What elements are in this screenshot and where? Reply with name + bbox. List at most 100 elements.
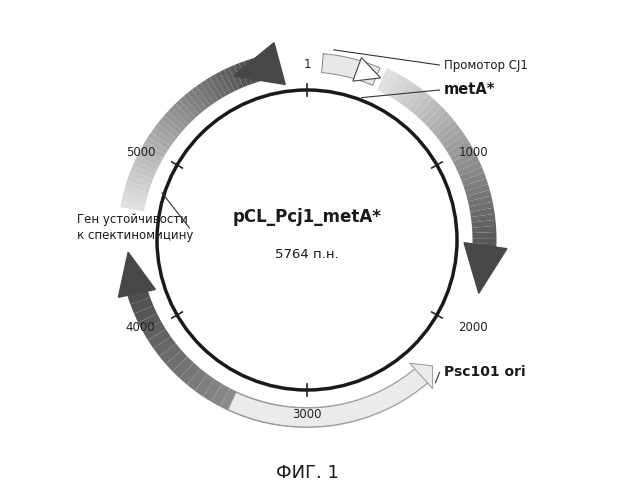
Polygon shape xyxy=(151,128,173,146)
Polygon shape xyxy=(383,385,401,407)
Polygon shape xyxy=(448,140,471,157)
Polygon shape xyxy=(180,362,200,384)
Polygon shape xyxy=(421,102,442,124)
Polygon shape xyxy=(417,98,437,120)
Polygon shape xyxy=(435,120,457,140)
Polygon shape xyxy=(410,364,433,388)
Polygon shape xyxy=(161,116,182,134)
Polygon shape xyxy=(187,368,207,391)
Polygon shape xyxy=(214,72,231,96)
Polygon shape xyxy=(453,150,477,166)
Polygon shape xyxy=(455,156,479,172)
Text: Psc101 ori: Psc101 ori xyxy=(444,366,525,380)
Polygon shape xyxy=(472,244,497,250)
Polygon shape xyxy=(398,375,417,398)
Polygon shape xyxy=(468,196,493,206)
Polygon shape xyxy=(391,77,408,100)
Polygon shape xyxy=(341,402,355,424)
Polygon shape xyxy=(353,58,381,81)
Polygon shape xyxy=(220,388,238,411)
Text: pCL_Pcj1_metA*: pCL_Pcj1_metA* xyxy=(232,208,381,226)
Polygon shape xyxy=(164,112,185,131)
Polygon shape xyxy=(138,314,161,332)
Polygon shape xyxy=(470,208,495,217)
Polygon shape xyxy=(405,370,425,392)
Polygon shape xyxy=(464,178,488,191)
Polygon shape xyxy=(247,398,263,421)
Polygon shape xyxy=(137,151,161,166)
Polygon shape xyxy=(471,260,495,266)
Text: 5764 п.н.: 5764 п.н. xyxy=(275,248,339,262)
Polygon shape xyxy=(450,145,474,162)
Polygon shape xyxy=(127,176,151,188)
Text: 1000: 1000 xyxy=(459,146,488,159)
Polygon shape xyxy=(413,94,433,116)
Polygon shape xyxy=(471,220,496,228)
Polygon shape xyxy=(187,90,207,112)
Polygon shape xyxy=(400,84,419,106)
Polygon shape xyxy=(135,156,158,170)
Polygon shape xyxy=(148,329,171,348)
Polygon shape xyxy=(145,137,168,154)
Polygon shape xyxy=(140,146,163,162)
Polygon shape xyxy=(386,74,403,98)
Polygon shape xyxy=(131,298,153,314)
Text: 5000: 5000 xyxy=(126,146,155,159)
Polygon shape xyxy=(142,142,166,158)
Polygon shape xyxy=(128,289,150,304)
Polygon shape xyxy=(118,252,155,298)
Text: metA*: metA* xyxy=(444,82,495,98)
Polygon shape xyxy=(462,172,486,186)
Polygon shape xyxy=(350,399,365,422)
Polygon shape xyxy=(133,160,156,175)
Polygon shape xyxy=(131,166,155,179)
Polygon shape xyxy=(404,87,423,110)
Polygon shape xyxy=(395,80,413,103)
Polygon shape xyxy=(442,130,464,148)
Polygon shape xyxy=(244,60,256,84)
Polygon shape xyxy=(254,57,264,81)
Text: Ген устойчивости: Ген устойчивости xyxy=(77,214,188,226)
Polygon shape xyxy=(472,249,497,256)
Polygon shape xyxy=(157,120,179,139)
Polygon shape xyxy=(471,214,495,222)
Polygon shape xyxy=(444,135,468,152)
Text: 4000: 4000 xyxy=(126,321,155,334)
Polygon shape xyxy=(409,90,428,112)
Polygon shape xyxy=(210,74,226,98)
Polygon shape xyxy=(159,344,182,364)
Polygon shape xyxy=(471,254,496,262)
Polygon shape xyxy=(180,96,199,117)
Polygon shape xyxy=(229,65,243,89)
Text: к спектиномицину: к спектиномицину xyxy=(77,230,193,242)
Polygon shape xyxy=(377,68,393,92)
Polygon shape xyxy=(412,364,433,386)
Polygon shape xyxy=(276,404,289,427)
Polygon shape xyxy=(323,405,336,427)
Polygon shape xyxy=(286,406,297,427)
Polygon shape xyxy=(431,116,454,136)
Polygon shape xyxy=(249,58,261,82)
Polygon shape xyxy=(306,407,316,428)
Polygon shape xyxy=(375,389,392,412)
Polygon shape xyxy=(184,93,203,114)
Polygon shape xyxy=(123,274,145,285)
Polygon shape xyxy=(390,380,409,403)
Polygon shape xyxy=(267,403,279,425)
Polygon shape xyxy=(332,404,345,426)
Polygon shape xyxy=(224,68,239,91)
Polygon shape xyxy=(148,132,171,150)
Polygon shape xyxy=(464,242,507,293)
Text: 1: 1 xyxy=(303,58,311,71)
Polygon shape xyxy=(173,356,194,378)
Polygon shape xyxy=(234,63,248,88)
Polygon shape xyxy=(439,125,461,144)
Polygon shape xyxy=(321,54,380,86)
Polygon shape xyxy=(175,100,196,121)
Polygon shape xyxy=(257,401,271,423)
Polygon shape xyxy=(154,124,176,142)
Polygon shape xyxy=(122,191,147,202)
Text: 2000: 2000 xyxy=(459,321,488,334)
Text: Промотор CJ1: Промотор CJ1 xyxy=(444,58,527,71)
Polygon shape xyxy=(424,106,446,128)
